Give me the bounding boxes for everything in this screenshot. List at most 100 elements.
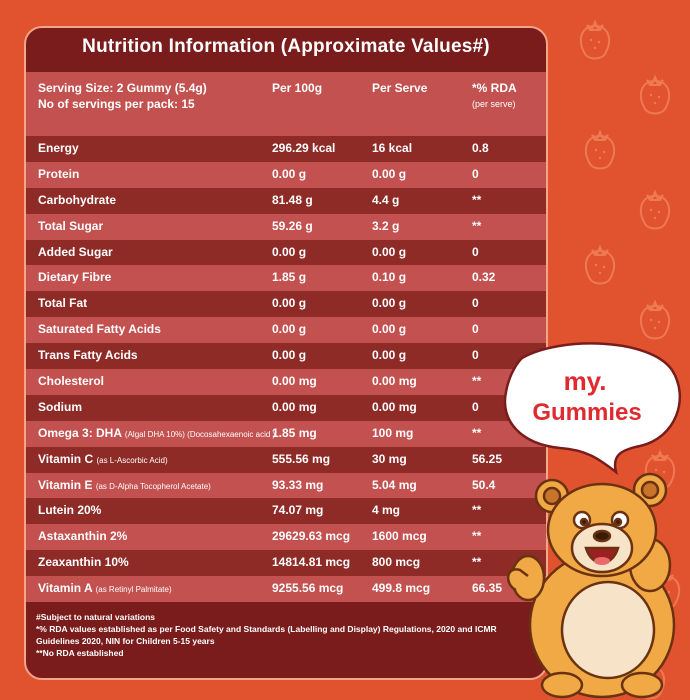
- table-row: Zeaxanthin 10% 14814.81 mcg 800 mcg **: [26, 550, 546, 577]
- nutrient-label: Lutein 20%: [38, 503, 102, 518]
- value-rda: 0.32: [472, 270, 496, 285]
- value-per100: 29629.63 mcg: [272, 529, 351, 544]
- value-per-serve: 0.00 g: [372, 322, 407, 337]
- nutrient-label: Sodium: [38, 399, 82, 414]
- value-per100: 0.00 g: [272, 322, 307, 337]
- servings-per-pack: No of servings per pack: 15: [38, 97, 195, 111]
- bear-icon: [507, 472, 676, 699]
- nutrient-name: Cholesterol: [38, 369, 104, 395]
- value-per100: 0.00 g: [272, 296, 307, 311]
- value-rda: **: [472, 218, 482, 233]
- serving-size: Serving Size: 2 Gummy (5.4g): [38, 81, 207, 95]
- nutrient-name: Protein: [38, 162, 79, 188]
- value-per100: 14814.81 mcg: [272, 555, 351, 570]
- nutrient-name: Sodium: [38, 395, 82, 421]
- value-per100: 0.00 g: [272, 166, 307, 181]
- value-per-serve: 1600 mcg: [372, 529, 427, 544]
- value-per-serve: 4 mg: [372, 503, 401, 518]
- table-row: Sodium 0.00 mg 0.00 mg 0: [26, 394, 546, 421]
- value-per100: 9255.56 mcg: [272, 581, 344, 596]
- value-rda: **: [472, 192, 482, 207]
- nutrient-label: Protein: [38, 166, 80, 181]
- speech-bubble: [503, 342, 682, 476]
- table-row: Cholesterol 0.00 mg 0.00 mg **: [26, 369, 546, 395]
- nutrient-name: Vitamin C (as L-Ascorbic Acid): [38, 447, 168, 473]
- header-rda: *% RDA (per serve): [472, 80, 517, 112]
- table-row: Omega 3: DHA (Algal DHA 10%) (Docosahexa…: [26, 420, 546, 447]
- value-per-serve: 5.04 mg: [372, 477, 417, 492]
- value-per100: 296.29 kcal: [272, 141, 336, 155]
- value-per-serve: 4.4 g: [372, 192, 400, 207]
- value-per-serve: 499.8 mcg: [372, 581, 431, 596]
- value-rda: 50.4: [472, 477, 496, 492]
- nutrition-rows: Energy 296.29 kcal 16 kcal 0.8 Protein 0.00 g…: [26, 136, 546, 603]
- table-row: Dietary Fibre 1.85 g 0.10 g 0.32: [26, 265, 546, 292]
- nutrient-label: Astaxanthin 2%: [38, 529, 128, 544]
- value-rda: 0: [472, 348, 479, 363]
- nutrient-name: Added Sugar: [38, 240, 113, 266]
- value-per-serve: 0.00 mg: [372, 399, 417, 414]
- nutrient-name: Vitamin E (as D-Alpha Tocopherol Acetate…: [38, 473, 211, 499]
- value-rda: **: [472, 374, 482, 389]
- value-rda: 0: [472, 244, 479, 259]
- value-per100: 555.56 mg: [272, 451, 331, 466]
- nutrient-source: (Algal DHA 10%) (Docosahexaenoic acid ): [124, 429, 276, 439]
- nutrient-label: Trans Fatty Acids: [38, 348, 138, 363]
- nutrient-name: Total Sugar: [38, 214, 103, 240]
- value-rda: **: [472, 503, 482, 518]
- value-per100: 59.26 g: [272, 218, 313, 233]
- nutrition-panel: Nutrition Information (Approximate Value…: [24, 26, 548, 680]
- value-per-serve: 0.10 g: [372, 270, 407, 285]
- logo-my: my.: [564, 366, 607, 396]
- value-per-serve: 100 mg: [372, 425, 414, 440]
- table-row: Total Sugar 59.26 g 3.2 g **: [26, 213, 546, 240]
- nutrient-label: Cholesterol: [38, 374, 105, 389]
- nutrient-name: Trans Fatty Acids: [38, 343, 138, 369]
- nutrient-name: Zeaxanthin 10%: [38, 550, 129, 576]
- nutrient-label: Saturated Fatty Acids: [38, 322, 161, 337]
- table-row: Vitamin E (as D-Alpha Tocopherol Acetate…: [26, 472, 546, 499]
- header-per-serve: Per Serve: [372, 81, 428, 95]
- nutrient-label: Vitamin E: [38, 477, 93, 492]
- header-rda-label: *% RDA: [472, 81, 517, 95]
- value-per-serve: 30 mg: [372, 451, 407, 466]
- footnote-1: #Subject to natural variations: [36, 612, 156, 622]
- value-per-serve: 0.00 g: [372, 244, 407, 259]
- nutrient-name: Astaxanthin 2%: [38, 524, 127, 550]
- nutrient-name: Total Fat: [38, 291, 87, 317]
- value-rda: 0.8: [472, 141, 489, 155]
- value-per-serve: 16 kcal: [372, 141, 413, 155]
- bear-mascot: my. Gummies: [503, 342, 682, 699]
- nutrient-name: Carbohydrate: [38, 188, 116, 214]
- footnotes: #Subject to natural variations *% RDA va…: [36, 611, 536, 659]
- footnote-2: *% RDA values established as per Food Sa…: [36, 624, 497, 646]
- header-per100: Per 100g: [272, 81, 323, 95]
- value-per100: 81.48 g: [272, 192, 313, 207]
- nutrient-label: Omega 3: DHA: [38, 425, 122, 440]
- nutrient-name: Omega 3: DHA (Algal DHA 10%) (Docosahexa…: [38, 421, 275, 447]
- table-row: Total Fat 0.00 g 0.00 g 0: [26, 291, 546, 318]
- value-rda: 0: [472, 166, 479, 181]
- value-per-serve: 800 mcg: [372, 555, 421, 570]
- nutrient-label: Energy: [38, 141, 79, 155]
- value-per100: 0.00 mg: [272, 374, 317, 389]
- nutrient-name: Dietary Fibre: [38, 265, 111, 291]
- nutrient-name: Vitamin A (as Retinyl Palmitate): [38, 576, 172, 602]
- panel-title: Nutrition Information (Approximate Value…: [82, 36, 490, 57]
- table-row: Carbohydrate 81.48 g 4.4 g **: [26, 187, 546, 214]
- table-row: Vitamin C (as L-Ascorbic Acid) 555.56 mg 3…: [26, 446, 546, 473]
- value-rda: **: [472, 425, 482, 440]
- nutrient-source: (as D-Alpha Tocopherol Acetate): [95, 481, 211, 491]
- nutrient-label: Total Sugar: [38, 218, 104, 233]
- nutrient-name: Saturated Fatty Acids: [38, 317, 161, 343]
- value-per-serve: 0.00 mg: [372, 374, 417, 389]
- nutrient-label: Vitamin C: [38, 451, 94, 466]
- value-per-serve: 0.00 g: [372, 348, 407, 363]
- nutrient-label: Added Sugar: [38, 244, 113, 259]
- value-rda: 0: [472, 322, 479, 337]
- nutrient-source: (as Retinyl Palmitate): [95, 585, 172, 595]
- nutrient-name: Lutein 20%: [38, 498, 101, 524]
- value-per100: 1.85 mg: [272, 425, 317, 440]
- nutrient-label: Dietary Fibre: [38, 270, 112, 285]
- nutrient-label: Vitamin A: [38, 581, 93, 596]
